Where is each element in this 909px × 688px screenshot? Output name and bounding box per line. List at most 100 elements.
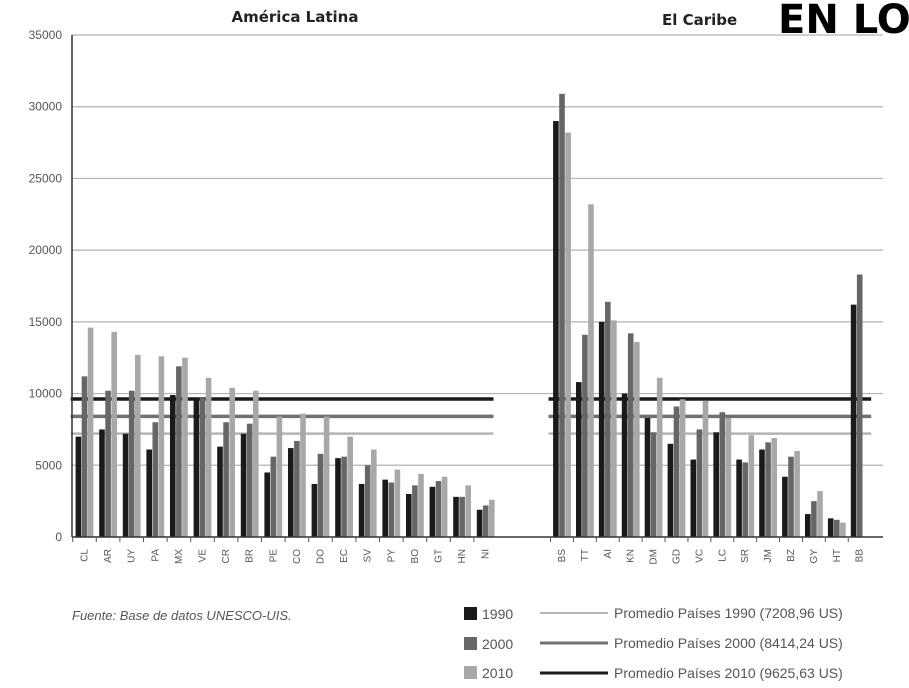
x-tick-label-NI: NI	[481, 549, 492, 559]
bar-PA-1990	[146, 449, 152, 537]
bar-CO-1990	[288, 448, 294, 537]
y-tick-label-20000: 20000	[29, 243, 63, 257]
bar-BZ-2000	[788, 456, 794, 537]
x-tick-label-CR: CR	[221, 549, 232, 563]
bar-DO-2000	[317, 453, 324, 537]
bar-UY-2010	[135, 354, 141, 537]
bar-SV-1990	[358, 483, 365, 537]
bar-PA-2000	[152, 422, 159, 537]
bar-VC-1990	[690, 459, 697, 537]
bar-TT-2000	[582, 334, 588, 537]
bar-UY-2000	[128, 390, 135, 537]
x-tick-label-GT: GT	[434, 549, 445, 563]
bar-JM-2010	[771, 438, 777, 537]
bar-UY-1990	[122, 433, 129, 537]
bar-BS-2000	[559, 93, 565, 537]
x-tick-label-LC: LC	[717, 549, 728, 562]
bar-CL-1990	[75, 436, 82, 537]
bar-BR-2000	[246, 423, 253, 537]
legend-swatch-1990	[464, 607, 477, 620]
bar-HN-1990	[453, 496, 459, 537]
bar-DO-2010	[323, 416, 330, 537]
bar-JM-1990	[759, 449, 765, 537]
bar-DM-1990	[644, 417, 651, 537]
bar-BS-2010	[565, 132, 571, 537]
bar-BO-2010	[418, 473, 424, 537]
x-tick-label-BR: BR	[245, 549, 256, 563]
y-tick-labels: 0 5000 10000 15000 20000 25000 30000 35000	[29, 28, 63, 544]
bar-HT-2000	[834, 519, 840, 537]
axes	[71, 35, 883, 542]
x-tick-label-BZ: BZ	[786, 549, 797, 562]
x-tick-label-JM: JM	[763, 549, 774, 562]
bar-MX-2010	[182, 357, 188, 537]
bar-DM-2010	[656, 377, 663, 537]
bar-CL-2010	[87, 327, 94, 537]
overlay-heading-fragment: EN LO	[778, 0, 909, 43]
bar-BO-2000	[412, 485, 418, 537]
bar-VE-2000	[199, 397, 206, 537]
bar-NI-2000	[482, 505, 489, 537]
x-tick-label-AI: AI	[603, 549, 614, 558]
bar-SR-2000	[742, 462, 748, 537]
x-tick-label-BB: BB	[855, 549, 866, 563]
bar-AI-1990	[598, 321, 605, 537]
x-tick-label-VC: VC	[694, 549, 705, 563]
bar-SV-2010	[371, 449, 377, 537]
bar-GD-1990	[667, 443, 674, 537]
bar-BB-2000	[856, 274, 863, 537]
bar-AR-2000	[105, 390, 111, 537]
bar-GY-1990	[805, 514, 811, 537]
bar-KN-2000	[627, 333, 634, 537]
x-tick-label-BO: BO	[410, 549, 421, 564]
bar-MX-1990	[170, 395, 176, 537]
bar-GT-1990	[429, 486, 436, 537]
x-tick-label-UY: UY	[127, 549, 138, 563]
bar-BR-1990	[240, 433, 247, 537]
bar-EC-2000	[341, 456, 347, 537]
bar-DO-1990	[311, 483, 318, 537]
bar-VE-2010	[205, 377, 212, 537]
bar-CR-2010	[229, 387, 235, 537]
x-tick-label-CL: CL	[80, 549, 91, 562]
bar-MX-2000	[176, 366, 182, 537]
bar-AI-2010	[611, 320, 617, 537]
legend-label-1990: 1990	[482, 606, 513, 622]
bar-PE-2000	[270, 456, 277, 537]
bar-KN-2010	[634, 341, 640, 537]
bar-LC-2000	[719, 412, 726, 537]
bar-PY-1990	[382, 479, 388, 537]
bars	[75, 93, 863, 538]
x-tick-label-KN: KN	[626, 549, 637, 563]
bar-CR-1990	[217, 446, 223, 537]
y-tick-label-30000: 30000	[29, 100, 63, 114]
bar-VE-1990	[193, 399, 200, 537]
bar-PE-1990	[264, 472, 270, 537]
bar-CR-2000	[223, 422, 229, 537]
bar-BZ-1990	[782, 476, 788, 537]
bar-HT-2010	[840, 522, 846, 537]
source-note: Fuente: Base de datos UNESCO-UIS.	[72, 608, 292, 623]
x-tick-label-GD: GD	[672, 549, 683, 564]
bar-HN-2010	[465, 485, 471, 537]
panel-title-latin-america: América Latina	[232, 8, 359, 26]
bar-BS-1990	[553, 121, 559, 538]
bar-JM-2000	[765, 442, 771, 537]
bar-CO-2010	[300, 413, 306, 537]
bar-SV-2000	[364, 465, 371, 537]
legend-swatch-2000	[464, 637, 477, 650]
average-lines	[70, 397, 872, 435]
bar-VC-2000	[696, 429, 703, 537]
x-tick-label-SV: SV	[363, 549, 374, 563]
x-tick-label-CO: CO	[292, 549, 303, 564]
x-tick-label-BS: BS	[557, 549, 568, 563]
bar-KN-1990	[621, 393, 628, 537]
bar-PY-2010	[394, 469, 401, 537]
y-tick-label-10000: 10000	[29, 387, 63, 401]
x-tick-label-HT: HT	[832, 549, 843, 562]
legend-swatch-2010	[464, 666, 477, 679]
x-tick-label-DM: DM	[649, 549, 660, 565]
panel-title-caribbean: El Caribe	[662, 11, 737, 29]
y-tick-label-15000: 15000	[29, 315, 63, 329]
